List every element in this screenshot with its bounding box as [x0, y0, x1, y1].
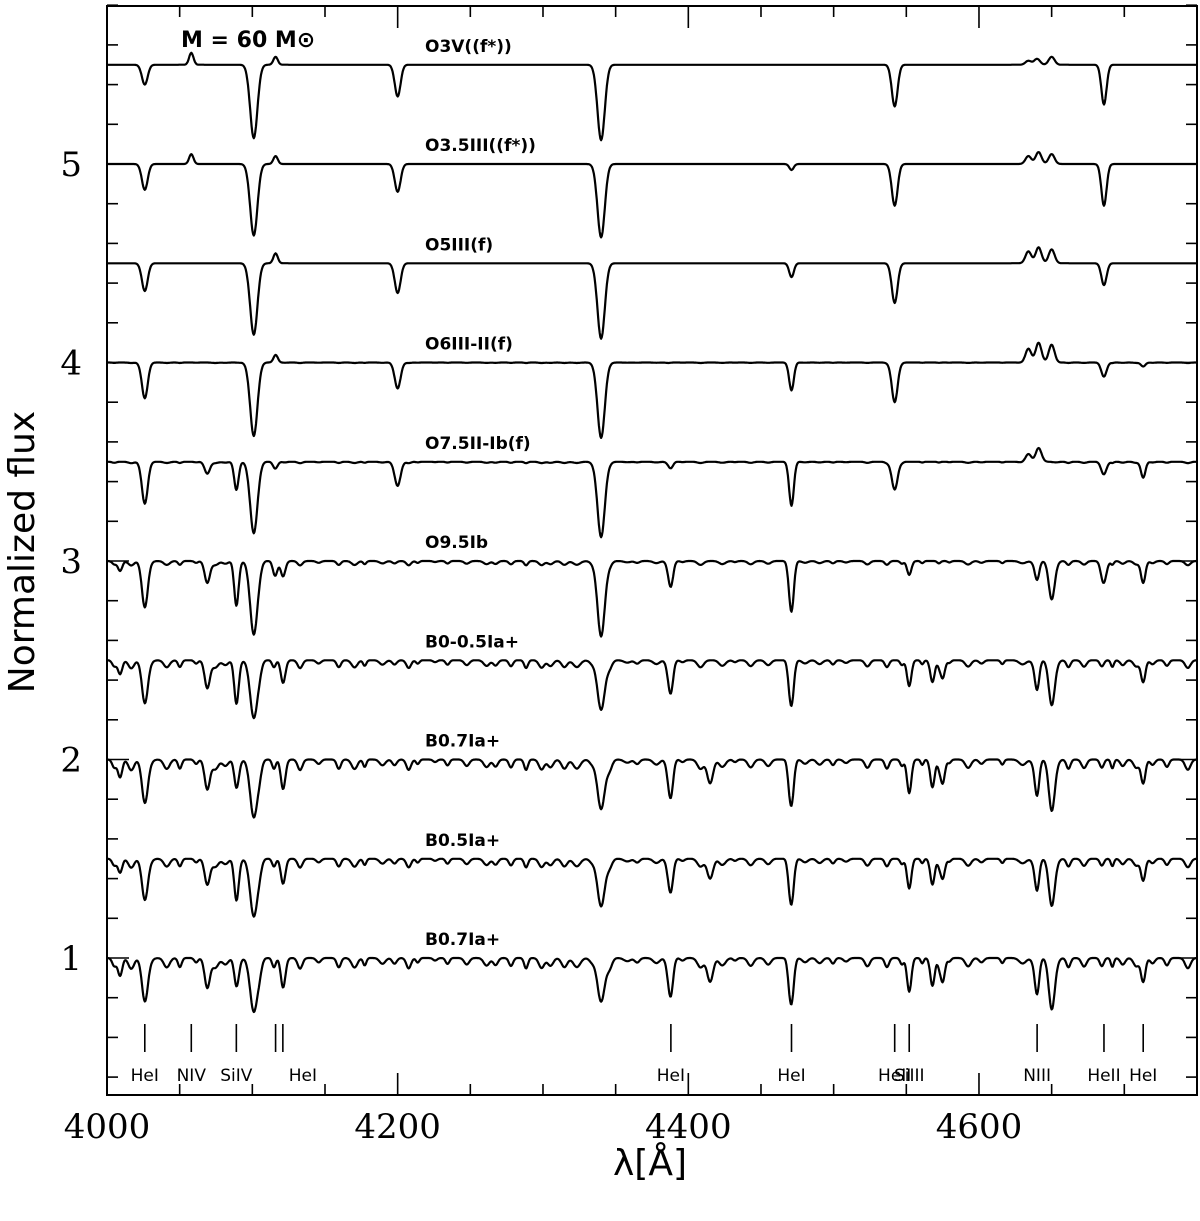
line-id-label: HeII — [878, 1066, 911, 1086]
axis-ticks — [106, 4, 1198, 1095]
spectrum-label: B0.7Ia+ — [425, 930, 500, 950]
spectra-series: O3V((f*)) O3.5III((f*)) O5III(f) O6III-II(f… — [106, 37, 1198, 1014]
spectrum-label: B0.5Ia+ — [425, 831, 500, 851]
spectrum-line — [106, 446, 1198, 539]
spectrum-label: B0.7Ia+ — [425, 732, 500, 752]
plot-frame — [106, 5, 1198, 1096]
x-tick-label: 4200 — [354, 1107, 441, 1147]
axis-tick-labels: 4000 4200 4400 4600 1 2 3 4 5 — [60, 145, 1022, 1147]
line-id-label: SiIII — [894, 1066, 925, 1086]
y-tick-label: 2 — [60, 741, 82, 781]
spectrum-label: O6III-II(f) — [425, 335, 513, 355]
x-axis-title: λ[Å] — [613, 1141, 687, 1184]
y-tick-label: 1 — [60, 939, 82, 979]
spectrum-label: O7.5II-Ib(f) — [425, 434, 531, 454]
line-id-label: HeI — [289, 1066, 317, 1086]
line-id-label: HeI — [131, 1066, 159, 1086]
spectrum-label: O9.5Ib — [425, 533, 488, 553]
spectrum-line — [106, 758, 1198, 819]
line-id-label: HeI — [657, 1066, 685, 1086]
spectrum-label: O3V((f*)) — [425, 37, 512, 57]
y-tick-label: 5 — [60, 145, 82, 185]
line-id-label: SiIV — [220, 1066, 253, 1086]
x-tick-label: 4600 — [936, 1107, 1023, 1147]
mass-label: M = 60 M⊙ — [181, 28, 315, 53]
y-tick-label: 4 — [60, 344, 82, 384]
y-axis-title: Normalized flux — [2, 411, 43, 693]
spectrum-line — [106, 51, 1198, 142]
spectrum-label: O5III(f) — [425, 235, 493, 255]
line-id-label: HeII — [1087, 1066, 1120, 1086]
line-id-label: HeI — [1129, 1066, 1157, 1086]
line-id-label: HeI — [777, 1066, 805, 1086]
spectrum-line — [106, 857, 1198, 918]
y-tick-label: 3 — [60, 542, 82, 582]
x-tick-label: 4400 — [645, 1107, 732, 1147]
spectrum-line — [106, 151, 1198, 239]
line-id-label: NIV — [177, 1066, 207, 1086]
spectrum-line — [106, 659, 1198, 720]
spectrum-line — [106, 341, 1198, 439]
spectrum-line — [106, 559, 1198, 638]
line-id-label: NIII — [1023, 1066, 1051, 1086]
x-tick-label: 4000 — [64, 1107, 151, 1147]
spectrum-label: O3.5III((f*)) — [425, 136, 536, 156]
spectrum-line — [106, 956, 1198, 1014]
spectrum-line — [106, 246, 1198, 340]
spectrum-label: B0-0.5Ia+ — [425, 632, 519, 652]
